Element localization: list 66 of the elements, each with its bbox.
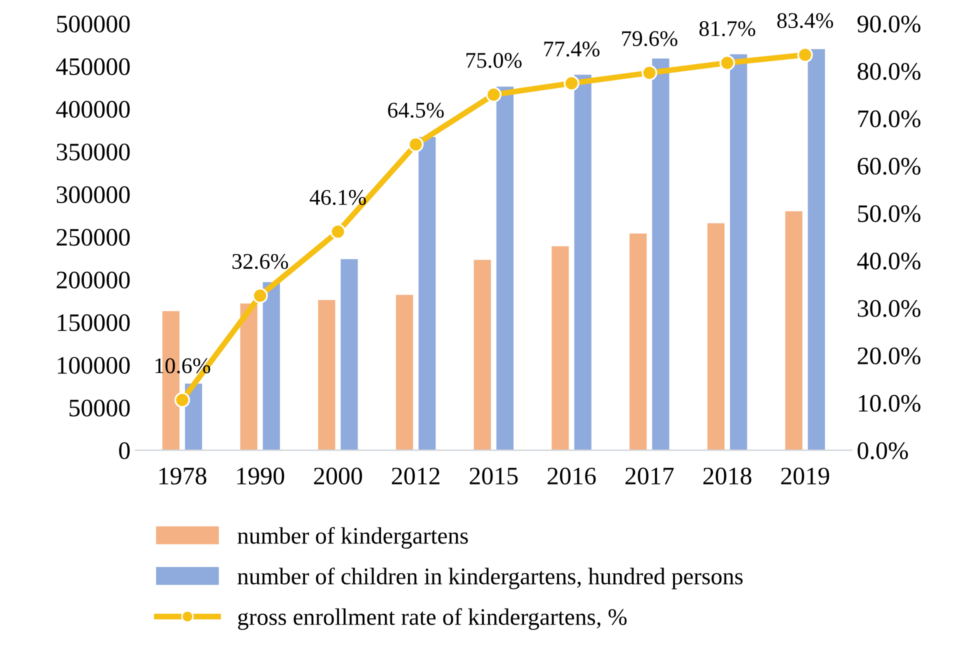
y2-tick-label: 20.0% — [858, 347, 920, 364]
point — [486, 86, 502, 102]
point — [174, 392, 190, 408]
data-label: 77.4% — [544, 42, 600, 57]
data-label: 75.0% — [466, 52, 522, 68]
y2-tick-label: 10.0% — [858, 394, 920, 412]
point — [252, 288, 268, 304]
bar — [652, 58, 670, 450]
point — [642, 65, 658, 81]
y2-tick-label: 50.0% — [858, 205, 920, 222]
y-tick-label: 350000 — [56, 144, 130, 160]
bar — [262, 282, 280, 450]
bar — [418, 137, 436, 450]
y-tick-label: 300000 — [56, 186, 130, 204]
y2-tick-label: 40.0% — [857, 252, 920, 270]
y2-tick-label: 0.0% — [858, 442, 908, 460]
legend-label: number of kindergartens — [238, 526, 468, 549]
point — [330, 224, 346, 240]
bar — [240, 303, 258, 450]
x-tick-label: 1978 — [159, 468, 206, 484]
bar — [318, 300, 336, 450]
x-tick-label: 2018 — [703, 468, 752, 484]
y-tick-label: 250000 — [56, 228, 130, 246]
x-tick-label: 2017 — [626, 468, 674, 484]
bar — [574, 74, 592, 450]
x-tick-label: 2019 — [781, 468, 830, 484]
y-tick-label: 200000 — [56, 272, 130, 288]
data-label: 64.5% — [388, 102, 444, 118]
y2-tick-label: 30.0% — [858, 300, 920, 318]
x-tick-label: 2000 — [314, 468, 362, 484]
data-label: 32.6% — [232, 254, 288, 270]
data-label: 46.1% — [310, 190, 366, 206]
x-tick-label: 2015 — [470, 468, 518, 484]
bar — [808, 49, 825, 450]
bar — [730, 54, 748, 450]
y-tick-label: 0 — [119, 442, 130, 460]
point — [564, 75, 580, 92]
y-tick-label: 500000 — [57, 16, 130, 32]
bar — [340, 259, 358, 450]
bar — [496, 86, 514, 450]
y-tick-label: 50000 — [70, 400, 130, 416]
data-label: 81.7% — [699, 21, 756, 36]
y2-tick-label: 90.0% — [858, 16, 920, 33]
point — [797, 47, 813, 63]
x-tick-label: 2016 — [548, 468, 596, 484]
x-tick-label: 1990 — [237, 468, 284, 484]
point — [719, 55, 736, 71]
y-tick-label: 450000 — [56, 58, 130, 76]
data-label: 79.6% — [622, 31, 678, 46]
y-tick-label: 150000 — [58, 314, 130, 332]
y2-tick-label: 80.0% — [858, 62, 920, 80]
bar — [474, 260, 491, 450]
bar — [552, 246, 569, 450]
y2-tick-label: 60.0% — [858, 158, 920, 175]
data-label: 83.4% — [777, 13, 834, 28]
y2-tick-label: 70.0% — [858, 110, 920, 128]
bar — [707, 223, 725, 450]
bar — [785, 211, 802, 450]
bar — [630, 233, 647, 450]
point — [408, 136, 424, 152]
legend-label: number of children in kindergartens, hundred persons — [238, 568, 743, 590]
x-tick-label: 2012 — [392, 468, 440, 484]
y-tick-label: 100000 — [58, 356, 130, 374]
legend-label: gross enrollment rate of kindergartens, % — [238, 608, 627, 630]
y-tick-label: 400000 — [56, 100, 130, 118]
bar — [396, 294, 414, 450]
